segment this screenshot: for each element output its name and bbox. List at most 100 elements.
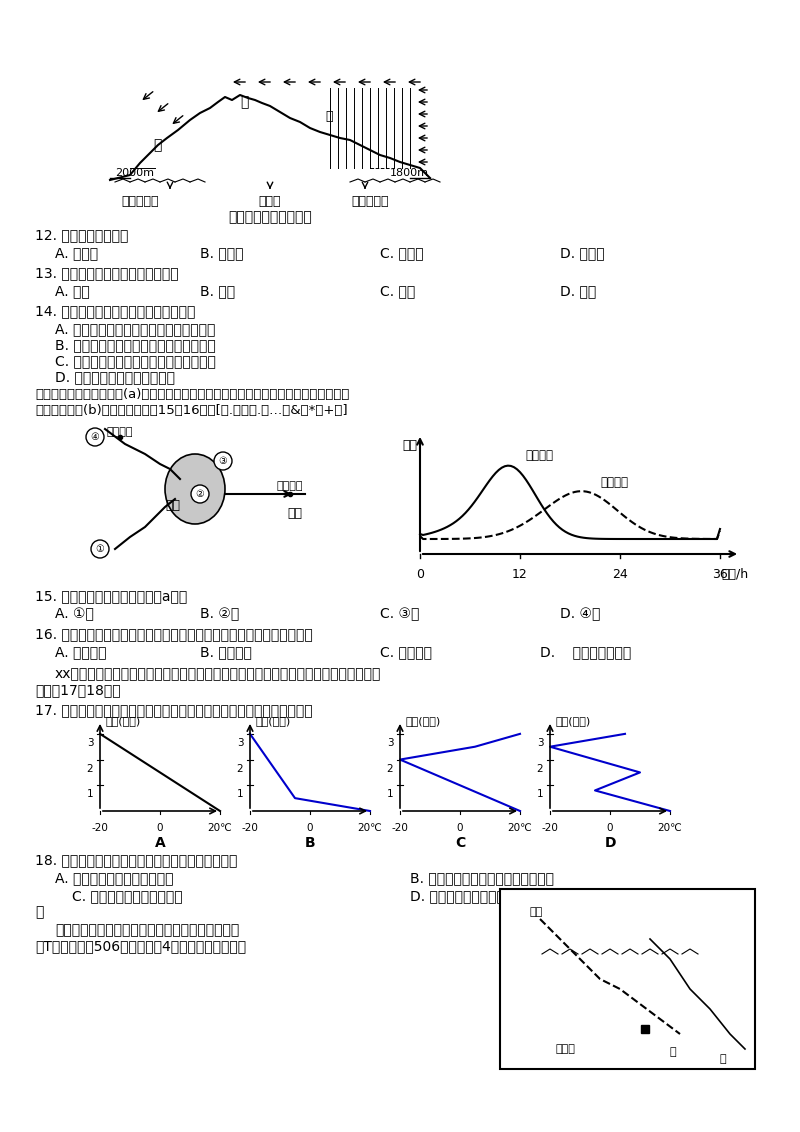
Text: 0: 0	[306, 823, 314, 833]
Bar	[500, 889, 755, 1069]
Text: D: D	[604, 837, 616, 850]
Text: 20℃: 20℃	[358, 823, 382, 833]
Circle shape	[191, 484, 209, 503]
Text: 下图示意的是我国正在建设中的敦煌至格尔木铁路: 下图示意的是我国正在建设中的敦煌至格尔木铁路	[55, 923, 239, 937]
Text: 36: 36	[712, 568, 728, 581]
Text: 2: 2	[537, 764, 543, 773]
Text: B. 汽车数量增长迅速、尾气污染严重: B. 汽车数量增长迅速、尾气污染严重	[410, 871, 554, 885]
Text: 0: 0	[606, 823, 614, 833]
Text: ①: ①	[96, 544, 104, 554]
Text: -20: -20	[242, 823, 258, 833]
Text: C: C	[455, 837, 465, 850]
Text: 高度(千米): 高度(千米)	[255, 717, 290, 726]
Text: 丙: 丙	[153, 138, 162, 152]
Text: 0: 0	[157, 823, 163, 833]
Text: B. 依次呈现从赤道向两极的地域分异规律: B. 依次呈现从赤道向两极的地域分异规律	[55, 338, 216, 352]
Text: 2: 2	[237, 764, 243, 773]
Text: 13. 图中丙处的植被类型最有可能为: 13. 图中丙处的植被类型最有可能为	[35, 266, 178, 280]
Text: 下图示意某流域水系分布(a)和该流域内一次局地暴雨前后甲、乙两水文站观测到的河流: 下图示意某流域水系分布(a)和该流域内一次局地暴雨前后甲、乙两水文站观测到的河流	[35, 388, 350, 401]
Circle shape	[91, 540, 109, 558]
Text: ②: ②	[196, 489, 204, 499]
Text: B. 河谷变宽: B. 河谷变宽	[200, 645, 252, 659]
Text: C. 有规律更替，呈现出山地垂直地域分异: C. 有规律更替，呈现出山地垂直地域分异	[55, 354, 216, 368]
Text: A. 森林: A. 森林	[55, 284, 90, 298]
Text: 流量变化曲线(b)。读下图，完成15～16题。[来.源：全.品…中&高*考+网]: 流量变化曲线(b)。读下图，完成15～16题。[来.源：全.品…中&高*考+网]	[35, 404, 348, 417]
Text: 敦煌: 敦煌	[530, 907, 543, 917]
Text: 1: 1	[237, 789, 243, 799]
Text: 20℃: 20℃	[508, 823, 532, 833]
Text: 20℃: 20℃	[208, 823, 232, 833]
Text: D. 东北风: D. 东北风	[560, 246, 605, 260]
Text: 1: 1	[537, 789, 543, 799]
Text: 甲水文站: 甲水文站	[525, 449, 553, 462]
Text: 3: 3	[86, 738, 94, 748]
Text: D. 荒漠: D. 荒漠	[560, 284, 596, 298]
Text: ④: ④	[90, 432, 99, 441]
Text: 高度(千米): 高度(千米)	[105, 717, 140, 726]
Text: A. 依次呈现从沿海向内陆的地域分异规律: A. 依次呈现从沿海向内陆的地域分异规律	[55, 321, 215, 336]
Text: 3: 3	[386, 738, 394, 748]
Text: -20: -20	[542, 823, 558, 833]
Text: 流量: 流量	[402, 439, 418, 452]
Text: D. ④地: D. ④地	[560, 607, 600, 621]
Text: 16. 乙水文站洪峰流量峰值小于甲水文站，主要是因为甲、乙水文站之间: 16. 乙水文站洪峰流量峰值小于甲水文站，主要是因为甲、乙水文站之间	[35, 627, 313, 641]
Circle shape	[214, 452, 232, 470]
Text: 乙水文站: 乙水文站	[277, 481, 303, 491]
Text: 源: 源	[35, 904, 43, 919]
Text: A. 城市规模大、热岛效应显著: A. 城市规模大、热岛效应显著	[55, 871, 174, 885]
Text: 2000m: 2000m	[115, 168, 154, 178]
Text: 此回答17～18题。: 此回答17～18题。	[35, 683, 121, 697]
Ellipse shape	[165, 454, 225, 524]
Text: 2: 2	[86, 764, 94, 773]
Text: 18. 我国东部大城市雾霾天气形成的人为因素主要是: 18. 我国东部大城市雾霾天气形成的人为因素主要是	[35, 854, 238, 867]
Text: 乙水文站: 乙水文站	[600, 475, 628, 489]
Text: 甲: 甲	[325, 110, 333, 123]
Text: 12: 12	[512, 568, 528, 581]
Text: 1: 1	[86, 789, 94, 799]
Text: （T），全长约506千米，计划4年竣工。据图，回答: （T），全长约506千米，计划4年竣工。据图，回答	[35, 940, 246, 953]
Text: 甲水文站: 甲水文站	[106, 427, 134, 437]
Text: 格尔木: 格尔木	[555, 1044, 575, 1054]
Text: 20℃: 20℃	[658, 823, 682, 833]
Text: D.    湖水补给量减小: D. 湖水补给量减小	[540, 645, 631, 659]
Text: 1: 1	[386, 789, 394, 799]
Text: C. ③地: C. ③地	[380, 607, 419, 621]
Text: 乙: 乙	[240, 95, 248, 109]
Text: A: A	[154, 837, 166, 850]
Text: A. 河道淤积: A. 河道淤积	[55, 645, 106, 659]
Text: 3: 3	[537, 738, 543, 748]
Text: B. 草原: B. 草原	[200, 284, 235, 298]
Text: 12. 图中甲地的风向是: 12. 图中甲地的风向是	[35, 228, 128, 242]
Text: D. 不规律的非地带性分布现象: D. 不规律的非地带性分布现象	[55, 370, 175, 384]
Text: 流向: 流向	[287, 507, 302, 520]
Text: B. 西北风: B. 西北风	[200, 246, 243, 260]
Text: 24: 24	[612, 568, 628, 581]
Text: 降雨充沛区: 降雨充沛区	[351, 195, 389, 208]
Text: 焚风效应区: 焚风效应区	[122, 195, 158, 208]
Circle shape	[86, 428, 104, 446]
Text: 甲: 甲	[720, 1054, 726, 1064]
Text: ③: ③	[218, 456, 227, 466]
Text: -20: -20	[391, 823, 409, 833]
Text: 0: 0	[457, 823, 463, 833]
Text: C. 产业密集、余热排放量大: C. 产业密集、余热排放量大	[72, 889, 182, 903]
Text: 高度(千米): 高度(千米)	[555, 717, 590, 726]
Text: 2: 2	[386, 764, 394, 773]
Text: B. ②地: B. ②地	[200, 607, 239, 621]
Text: 15. 此次局地暴雨可能出现在图a中的: 15. 此次局地暴雨可能出现在图a中的	[35, 589, 187, 603]
Text: C. 西南风: C. 西南风	[380, 246, 424, 260]
Text: 14. 图中甲、乙、丙自然带的分布反映了: 14. 图中甲、乙、丙自然带的分布反映了	[35, 305, 195, 318]
Text: 高度(千米): 高度(千米)	[405, 717, 440, 726]
Text: 新疆天山大气环流模式: 新疆天山大气环流模式	[228, 211, 312, 224]
Text: B: B	[305, 837, 315, 850]
Text: 时间/h: 时间/h	[722, 568, 749, 581]
Text: A. 东南风: A. 东南风	[55, 246, 98, 260]
Text: D. 大量使用空调、排放废气多【来.: D. 大量使用空调、排放废气多【来.	[410, 889, 551, 903]
Text: 17. 读下列气温垂直分布图，其中最有利于雾霾天气污染物扩散的情况是: 17. 读下列气温垂直分布图，其中最有利于雾霾天气污染物扩散的情况是	[35, 703, 313, 717]
Text: C. 湖泊分流: C. 湖泊分流	[380, 645, 432, 659]
Text: 3: 3	[237, 738, 243, 748]
Text: 湖泊: 湖泊	[166, 499, 181, 512]
Text: 0: 0	[416, 568, 424, 581]
Text: 过渡区: 过渡区	[258, 195, 282, 208]
Text: C. 草甸: C. 草甸	[380, 284, 415, 298]
